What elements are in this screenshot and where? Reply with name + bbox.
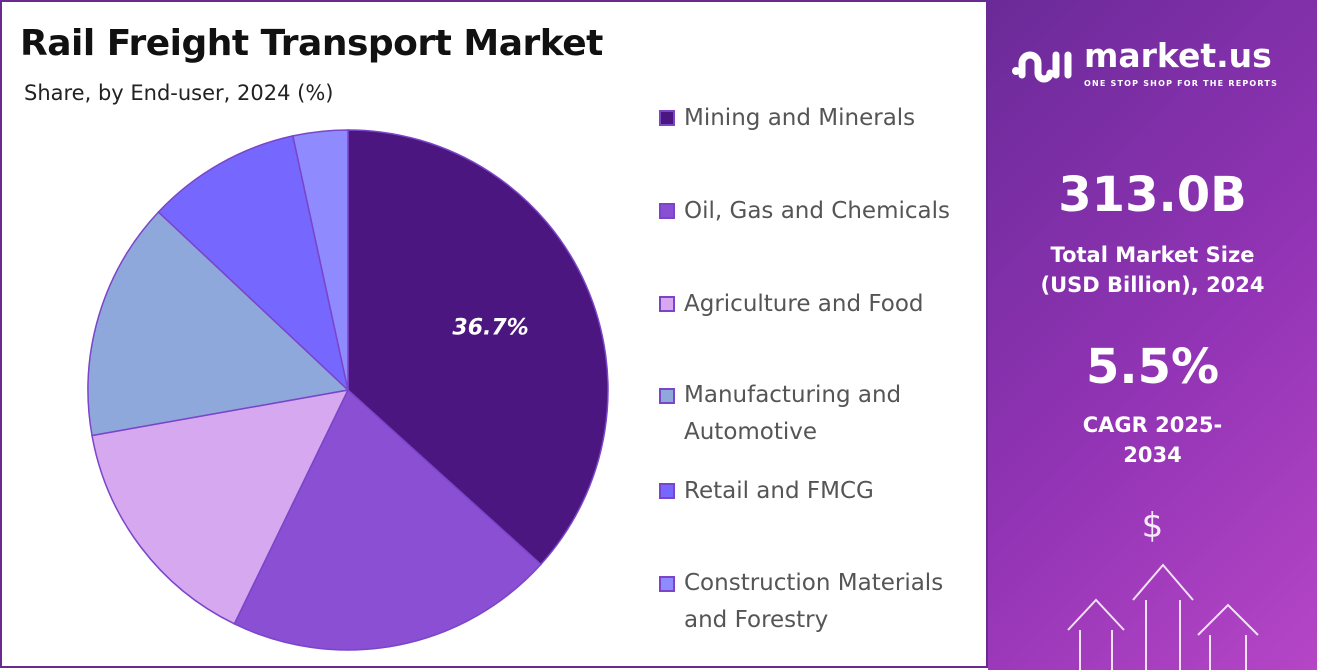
logo-name: market.us bbox=[1084, 36, 1272, 75]
pie-slice-construction-materials-and-forestry bbox=[291, 129, 349, 391]
dollar-icon: $ bbox=[1141, 506, 1164, 546]
legend-label: Oil, Gas and Chemicals bbox=[684, 198, 950, 224]
legend-swatch bbox=[659, 203, 675, 219]
legend-item: Construction Materials and Forestry bbox=[659, 568, 984, 639]
legend-label: Manufacturing and Automotive bbox=[684, 382, 902, 445]
cagr-label: CAGR 2025-2034 bbox=[1082, 413, 1223, 467]
legend-swatch bbox=[659, 388, 675, 404]
legend-label: Construction Materials and Forestry bbox=[684, 570, 944, 633]
growth-arrows-icon bbox=[1067, 563, 1259, 670]
market-size-label: Total Market Size (USD Billion), 2024 bbox=[1040, 243, 1265, 297]
chart-panel: Rail Freight Transport Market Share, by … bbox=[0, 0, 988, 668]
legend-swatch bbox=[659, 110, 675, 126]
legend-label: Agriculture and Food bbox=[684, 291, 924, 317]
legend-label: Mining and Minerals bbox=[684, 105, 916, 131]
logo-tagline: ONE STOP SHOP FOR THE REPORTS bbox=[1084, 79, 1279, 88]
chart-title: Rail Freight Transport Market bbox=[20, 23, 603, 64]
pie-slice-mining-and-minerals bbox=[347, 129, 609, 566]
chart-subtitle: Share, by End-user, 2024 (%) bbox=[24, 81, 334, 105]
pie-slice-agriculture-and-food bbox=[91, 389, 350, 625]
legend-item: Oil, Gas and Chemicals bbox=[659, 195, 950, 227]
legend-item: Retail and FMCG bbox=[659, 475, 874, 507]
market-us-logo: market.us ONE STOP SHOP FOR THE REPORTS bbox=[1010, 36, 1278, 89]
legend-swatch bbox=[659, 576, 675, 592]
legend-item: Mining and Minerals bbox=[659, 102, 915, 134]
legend-item: Manufacturing and Automotive bbox=[659, 380, 984, 451]
market-size-value: 313.0B bbox=[1058, 167, 1247, 223]
pie-chart: 36.7% bbox=[87, 129, 609, 651]
legend-label: Retail and FMCG bbox=[684, 478, 874, 504]
pie-slice-oil-gas-and-chemicals bbox=[233, 388, 542, 651]
pie-slice-retail-and-fmcg bbox=[157, 135, 350, 393]
legend-swatch bbox=[659, 296, 675, 312]
logo-icon bbox=[1012, 51, 1072, 82]
legend-swatch bbox=[659, 483, 675, 499]
pie-slice-manufacturing-and-automotive bbox=[87, 210, 350, 437]
cagr-value: 5.5% bbox=[1085, 339, 1220, 395]
data-label: 36.7% bbox=[452, 316, 528, 341]
legend-item: Agriculture and Food bbox=[659, 288, 924, 320]
summary-panel: market.us ONE STOP SHOP FOR THE REPORTS … bbox=[988, 0, 1317, 670]
